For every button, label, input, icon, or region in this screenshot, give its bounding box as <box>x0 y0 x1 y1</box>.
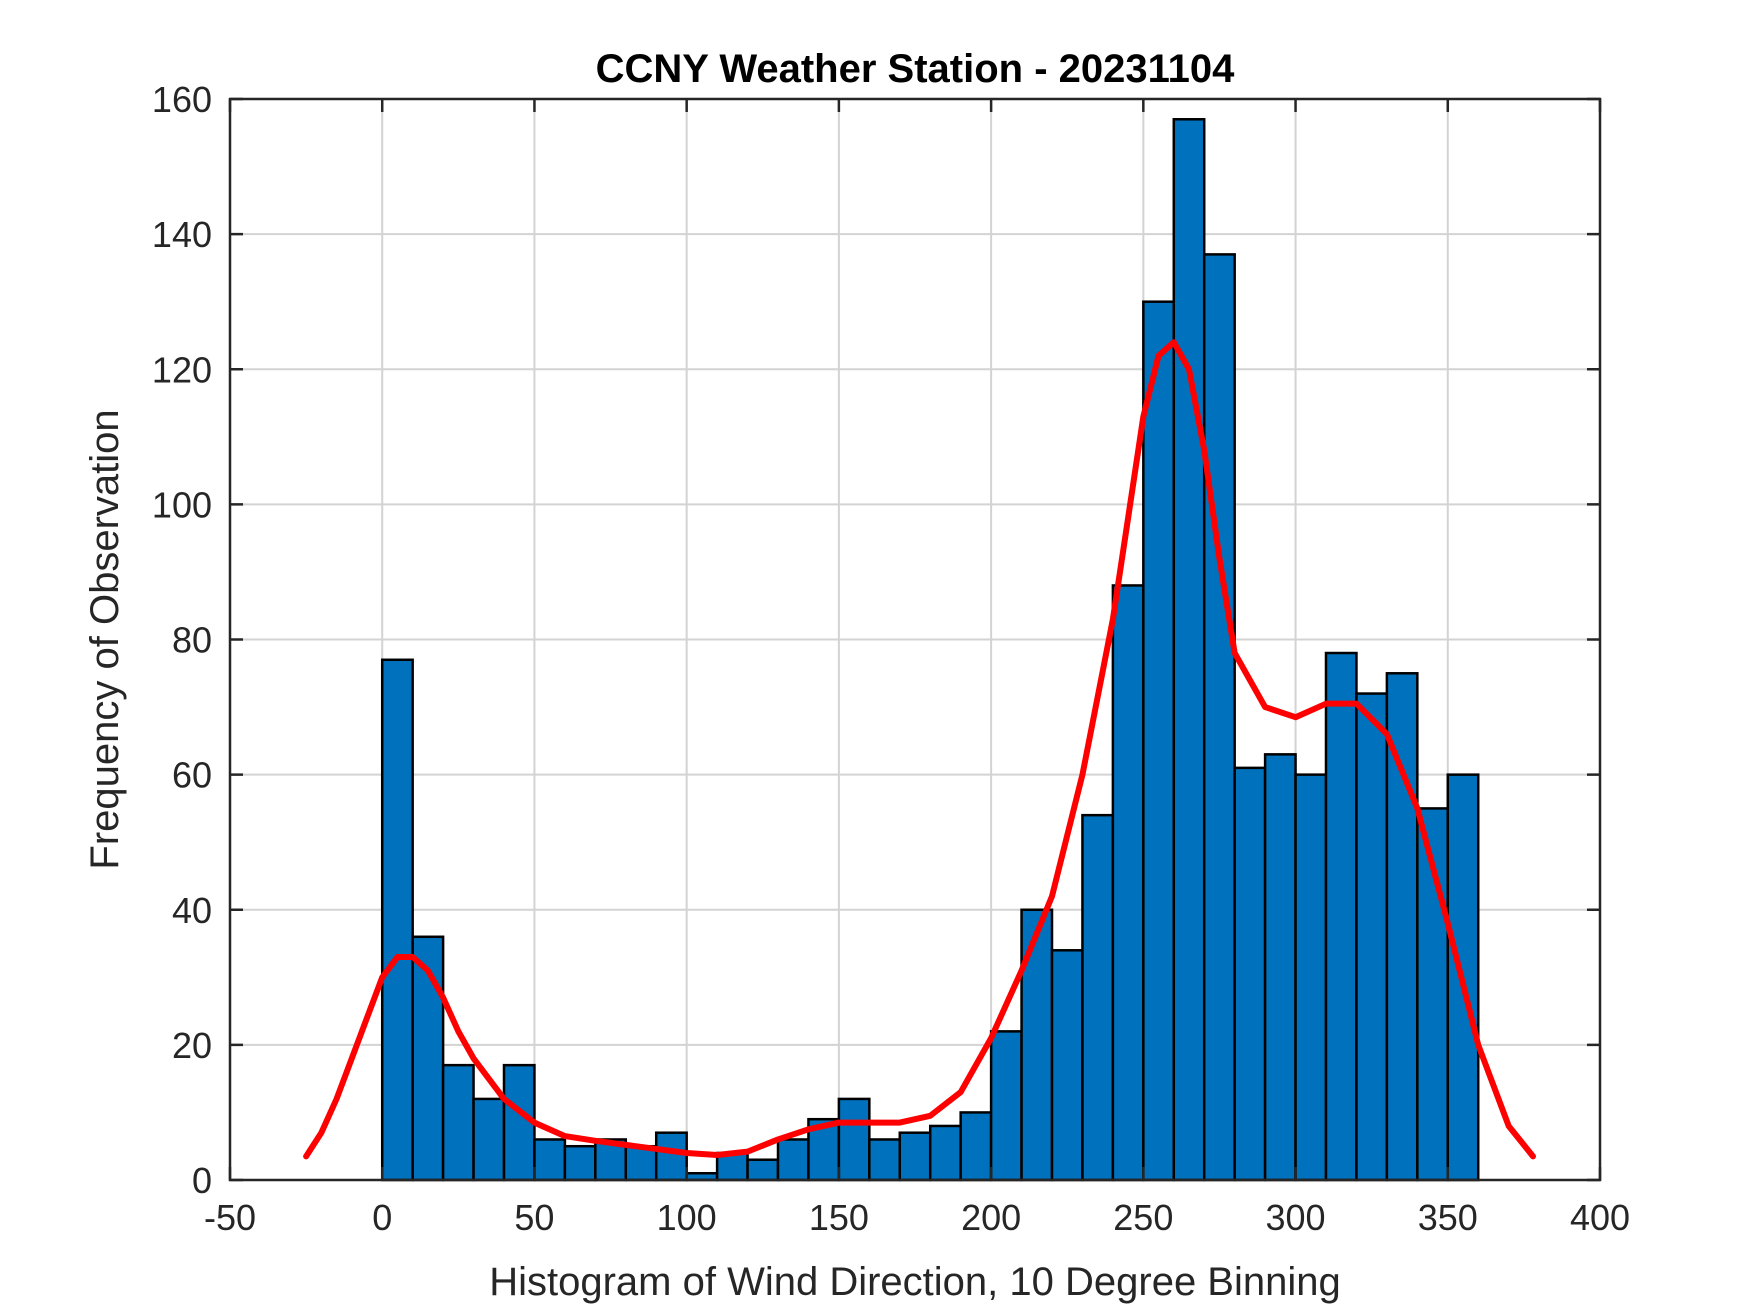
histogram-bar <box>654 1131 688 1182</box>
histogram-bar <box>1020 908 1054 1182</box>
histogram-bar <box>1081 813 1115 1182</box>
y-tick-label: 160 <box>152 79 212 120</box>
x-tick-label: 400 <box>1570 1197 1630 1238</box>
histogram-bar <box>746 1158 780 1182</box>
histogram-bar <box>441 1063 475 1182</box>
y-tick-label: 0 <box>192 1160 212 1201</box>
histogram-bar <box>533 1138 567 1182</box>
y-tick-label: 140 <box>152 214 212 255</box>
y-tick-label: 20 <box>172 1025 212 1066</box>
x-axis-label: Histogram of Wind Direction, 10 Degree B… <box>489 1260 1341 1304</box>
y-tick-label: 40 <box>172 890 212 931</box>
x-tick-label: 350 <box>1418 1197 1478 1238</box>
y-tick-label: 100 <box>152 484 212 525</box>
histogram-bar <box>928 1124 962 1182</box>
histogram-bar <box>1050 949 1084 1182</box>
histogram-bar <box>868 1138 902 1182</box>
x-tick-label: 100 <box>657 1197 717 1238</box>
histogram-bar <box>959 1111 993 1182</box>
fit-curve <box>303 339 1537 1160</box>
x-tick-label: 0 <box>372 1197 392 1238</box>
histogram-bar <box>1172 118 1206 1182</box>
histogram-bar <box>898 1131 932 1182</box>
x-tick-label: 250 <box>1113 1197 1173 1238</box>
histogram-bar <box>837 1097 871 1182</box>
y-tick-labels: 0 20 40 60 80 100 120 140 160 <box>152 79 212 1201</box>
histogram-bar <box>1355 692 1389 1182</box>
x-tick-label: 150 <box>809 1197 869 1238</box>
y-tick-label: 80 <box>172 620 212 661</box>
y-axis-label: Frequency of Observation <box>83 409 127 869</box>
y-tick-label: 60 <box>172 755 212 796</box>
y-tick-label: 120 <box>152 349 212 390</box>
histogram-bar <box>472 1097 506 1182</box>
histogram-bar <box>1324 651 1358 1182</box>
x-tick-label: 300 <box>1266 1197 1326 1238</box>
histogram-bar <box>1233 766 1267 1182</box>
histogram-bar <box>563 1144 597 1182</box>
x-tick-label: 200 <box>961 1197 1021 1238</box>
histogram-bar <box>989 1030 1023 1182</box>
histogram-bar <box>1111 584 1145 1182</box>
x-tick-label: -50 <box>204 1197 256 1238</box>
histogram-bar <box>1142 300 1176 1182</box>
histogram-bar <box>1263 753 1297 1182</box>
histogram-bar <box>1294 773 1328 1182</box>
axis-ticks <box>228 97 1602 1182</box>
x-tick-labels: -50 0 50 100 150 200 250 300 350 400 <box>204 1197 1630 1238</box>
x-tick-label: 50 <box>514 1197 554 1238</box>
histogram-bar <box>776 1138 810 1182</box>
chart-title: CCNY Weather Station - 20231104 <box>596 47 1236 91</box>
histogram-bar <box>380 658 414 1182</box>
histogram-bar <box>1202 253 1236 1182</box>
